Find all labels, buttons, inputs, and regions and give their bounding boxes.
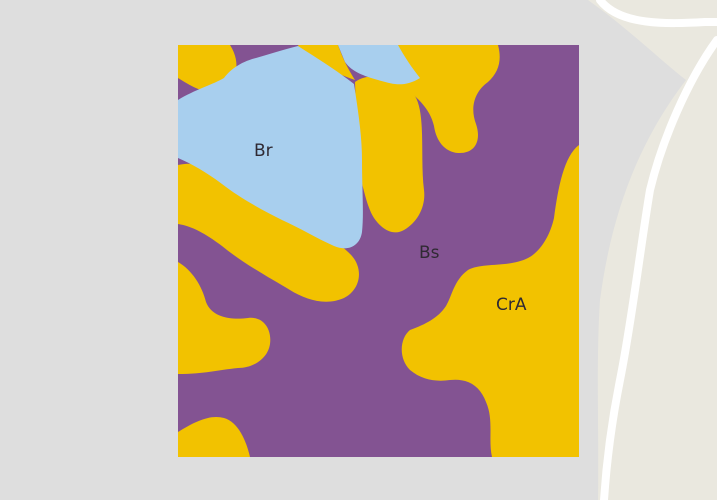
- blue-zone: [178, 46, 363, 249]
- yellow-top-right-ridge: [355, 76, 425, 233]
- soil-map-panel: Br Bs CrA: [178, 45, 579, 457]
- label-br: Br: [254, 141, 273, 161]
- road-main: [600, 36, 717, 500]
- yellow-right-lobe: [401, 145, 579, 457]
- yellow-left-lower: [178, 262, 271, 374]
- label-bs: Bs: [419, 243, 440, 263]
- label-cra: CrA: [496, 295, 527, 315]
- blue-top-notch: [338, 45, 420, 85]
- yellow-left-middle: [178, 163, 359, 302]
- yellow-top-center: [298, 45, 355, 80]
- road-curve: [596, 0, 717, 28]
- yellow-bottom-left: [178, 416, 250, 457]
